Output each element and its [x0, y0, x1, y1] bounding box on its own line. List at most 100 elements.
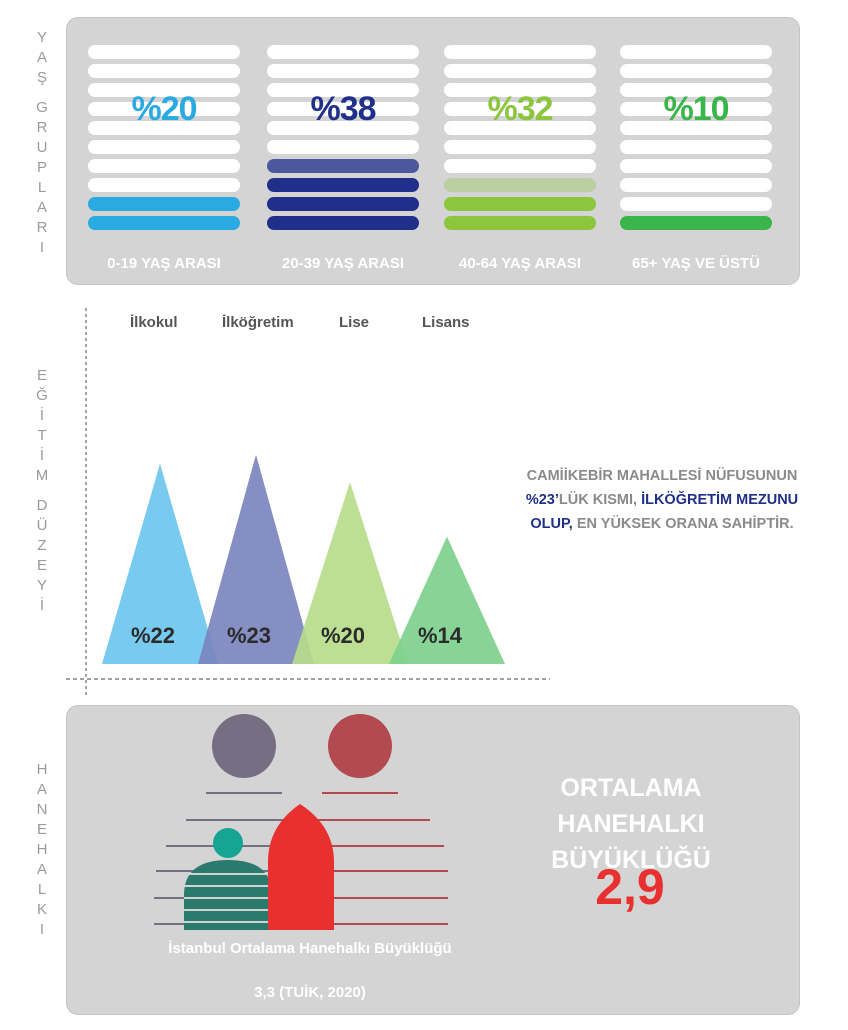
age-bar-empty [620, 83, 772, 97]
edu-category-lise: Lise [339, 314, 370, 331]
household-value: 2,9 [595, 859, 665, 915]
age-bar-empty [444, 64, 596, 78]
age-bar-empty [88, 83, 240, 97]
child-body-stripes [184, 873, 272, 923]
age-bar-empty [267, 45, 419, 59]
callout-mid: LÜK KISMI, [558, 492, 642, 508]
side-letter: A [36, 781, 47, 798]
edu-category-ilkokul: İlkokul [130, 314, 178, 331]
age-bar-filled [444, 178, 596, 192]
age-groups-panel: %20 0-19 YAŞ ARASI %38 20-39 YAŞ ARASI %32 40… [66, 17, 800, 285]
istanbul-label: İstanbul Ortalama Hanehalkı Büyüklüğü [168, 940, 452, 957]
education-callout: CAMİİKEBİR MAHALLESİ NÜFUSUNUN %23’LÜK K… [512, 464, 812, 536]
child-body [184, 860, 272, 930]
side-letter: K [36, 901, 47, 918]
education-triangle [102, 463, 218, 664]
age-bar-empty [88, 121, 240, 135]
age-bar-empty [267, 140, 419, 154]
age-category-label: 40-64 YAŞ ARASI [458, 255, 581, 272]
age-bar-filled [444, 197, 596, 211]
age-bar-empty [620, 121, 772, 135]
household-title-line2: BÜYÜKLÜĞÜ [551, 846, 711, 874]
side-letter: A [36, 49, 47, 66]
side-letter: İ [39, 407, 45, 424]
education-triangle [292, 482, 408, 664]
age-bar-empty [88, 178, 240, 192]
side-letter: U [36, 139, 48, 156]
age-percent-label: %20 [131, 90, 197, 128]
education-value-label: %14 [418, 623, 463, 648]
age-bar-filled [88, 216, 240, 230]
age-bar-empty [444, 140, 596, 154]
side-letter: R [36, 219, 48, 236]
age-bar-filled [267, 197, 419, 211]
side-letter: P [36, 159, 47, 176]
side-letter: G [36, 99, 48, 116]
age-bar-empty [620, 159, 772, 173]
age-bar-empty [620, 197, 772, 211]
age-percent-label: %38 [310, 90, 376, 128]
education-value-label: %20 [321, 623, 365, 648]
age-bar-empty [444, 102, 596, 116]
side-letter: A [36, 861, 47, 878]
side-letter: N [36, 801, 48, 818]
side-letter: Ğ [36, 387, 48, 404]
side-letter: Ü [36, 517, 48, 534]
education-value-label: %22 [131, 623, 175, 648]
callout-end: EN YÜKSEK ORANA SAHİPTİR. [572, 516, 794, 532]
age-bar-empty [620, 45, 772, 59]
age-bar-empty [267, 121, 419, 135]
age-bar-empty [267, 64, 419, 78]
age-bar-filled [620, 216, 772, 230]
age-bar-empty [620, 178, 772, 192]
age-bar-empty [444, 159, 596, 173]
side-letter: T [37, 427, 47, 444]
age-percent-label: %10 [663, 90, 729, 128]
side-letter: İ [39, 597, 45, 614]
household-title-line1: ORTALAMA HANEHALKI [557, 774, 705, 838]
age-bar-empty [267, 102, 419, 116]
age-bar-filled [267, 159, 419, 173]
household-panel [66, 705, 800, 1015]
age-bar-empty [88, 102, 240, 116]
age-bar-empty [88, 45, 240, 59]
side-letter: E [36, 821, 47, 838]
age-bar-empty [620, 102, 772, 116]
age-bar-filled [267, 216, 419, 230]
callout-highlight2: OLUP, [530, 516, 573, 532]
age-bar-empty [444, 121, 596, 135]
side-letter: Y [36, 29, 47, 46]
education-chart: %22 %23 %20 %14 [66, 308, 550, 696]
education-value-label: %23 [227, 623, 271, 648]
age-bar-empty [620, 64, 772, 78]
age-bar-empty [88, 140, 240, 154]
istanbul-value: 3,3 (TUİK, 2020) [254, 984, 366, 1001]
education-triangle [389, 536, 505, 664]
side-letter: D [36, 497, 48, 514]
side-letter: M [35, 467, 49, 484]
side-letter: H [36, 841, 48, 858]
red-figure [268, 804, 334, 930]
callout-line1: CAMİİKEBİR MAHALLESİ NÜFUSUNUN [526, 468, 798, 484]
edu-category-lisans: Lisans [422, 314, 470, 331]
callout-highlight1: İLKÖĞRETİM MEZUNU [641, 492, 799, 508]
side-letter: R [36, 119, 48, 136]
side-letter: A [36, 199, 47, 216]
household-title: ORTALAMA HANEHALKI BÜYÜKLÜĞÜ [500, 770, 762, 878]
adult-head-left [212, 714, 276, 778]
callout-pct: %23’ [525, 492, 559, 508]
child-head [213, 828, 243, 858]
age-bar-empty [444, 83, 596, 97]
age-bar-empty [88, 64, 240, 78]
side-letter: L [37, 881, 47, 898]
adult-head-right [328, 714, 392, 778]
side-letter: E [36, 367, 47, 384]
side-letter: L [37, 179, 47, 196]
education-triangle [198, 454, 314, 664]
age-bar-filled [444, 216, 596, 230]
side-letter: H [36, 761, 48, 778]
